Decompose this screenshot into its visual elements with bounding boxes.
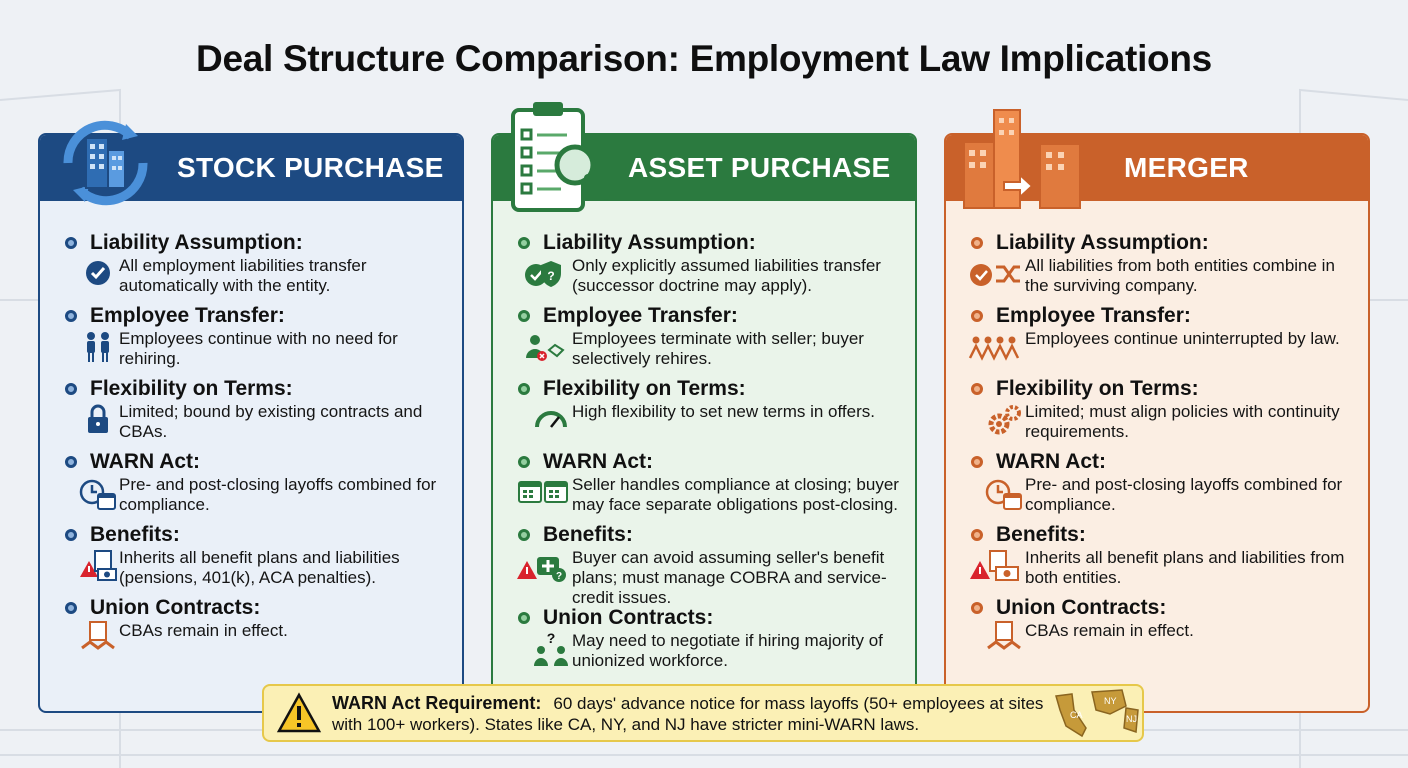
item-title: WARN Act: — [90, 450, 201, 473]
map-label-ny: NY — [1104, 696, 1117, 706]
bullet-icon — [971, 383, 983, 395]
item-desc: Employees terminate with seller; buyer s… — [572, 329, 864, 368]
bullet-icon — [65, 383, 77, 395]
svg-text:?: ? — [547, 269, 554, 283]
bullet-icon — [518, 456, 530, 468]
item-desc: CBAs remain in effect. — [1025, 621, 1194, 640]
map-label-ca: CA — [1070, 710, 1083, 720]
bullet-icon — [518, 612, 530, 624]
bullet-icon — [971, 456, 983, 468]
warn-requirement-banner: WARN Act Requirement: 60 days' advance no… — [262, 684, 1144, 742]
building-refresh-icon — [63, 120, 148, 206]
item-title: Employee Transfer: — [90, 304, 285, 327]
item-desc: All employment liabilities transfer auto… — [119, 256, 367, 295]
item-title: Liability Assumption: — [543, 231, 756, 254]
item-title: Flexibility on Terms: — [543, 377, 746, 400]
item-desc: Buyer can avoid assuming seller's benefi… — [572, 548, 887, 607]
warn-text: WARN Act Requirement: 60 days' advance no… — [332, 693, 1062, 735]
bullet-icon — [65, 602, 77, 614]
people-chain-icon — [968, 336, 1020, 361]
person-handshake-icon — [526, 335, 565, 361]
item-desc: All liabilities from both entities combi… — [1025, 256, 1335, 295]
panel-heading: MERGER — [1124, 152, 1249, 183]
warning-medkit-icon: ? — [517, 557, 566, 582]
buildings-merge-icon — [963, 109, 1081, 209]
people-icon — [87, 332, 109, 362]
item-title: Flexibility on Terms: — [90, 377, 293, 400]
item-title: WARN Act: — [543, 450, 654, 473]
item-title: WARN Act: — [996, 450, 1107, 473]
gears-icon — [988, 405, 1021, 435]
handshake-contract-icon — [987, 621, 1021, 650]
bullet-icon — [65, 529, 77, 541]
svg-text:?: ? — [556, 571, 562, 582]
item-desc: May need to negotiate if hiring majority… — [572, 631, 883, 670]
bullet-icon — [518, 310, 530, 322]
item-title: Employee Transfer: — [996, 304, 1191, 327]
svg-text:?: ? — [547, 630, 556, 646]
warning-document-icon — [80, 550, 117, 581]
clipboard-magnifier-icon — [511, 102, 610, 212]
warn-body: 60 days' advance notice for mass layoffs… — [332, 694, 1044, 734]
item-title: Benefits: — [996, 523, 1086, 546]
warning-triangle-icon — [276, 692, 322, 733]
check-circle-icon — [86, 261, 110, 285]
bullet-icon — [65, 237, 77, 249]
clock-calendar-icon — [79, 479, 116, 510]
lock-icon — [88, 404, 108, 433]
handshake-contract-icon — [81, 621, 115, 650]
item-title: Benefits: — [90, 523, 180, 546]
item-desc: Employees continue with no need for rehi… — [119, 329, 398, 368]
panel-heading: ASSET PURCHASE — [628, 152, 891, 183]
item-desc: Employees continue uninterrupted by law. — [1025, 329, 1340, 348]
bullet-icon — [971, 529, 983, 541]
item-title: Benefits: — [543, 523, 633, 546]
panel-merger: MERGER Liability Assumption: All liabili… — [944, 133, 1370, 713]
warn-label: WARN Act Requirement: — [332, 693, 542, 713]
state-map-icon: CA NY NJ — [1055, 689, 1139, 738]
item-desc: Pre- and post-closing layoffs combined f… — [1025, 475, 1343, 514]
item-title: Liability Assumption: — [90, 231, 303, 254]
item-title: Union Contracts: — [90, 596, 261, 619]
warning-document-icon — [970, 550, 1019, 581]
item-title: Flexibility on Terms: — [996, 377, 1199, 400]
item-desc: CBAs remain in effect. — [119, 621, 288, 640]
item-desc: High flexibility to set new terms in off… — [572, 402, 875, 421]
item-desc: Limited; bound by existing contracts and… — [119, 402, 423, 441]
item-desc: Pre- and post-closing layoffs combined f… — [119, 475, 437, 514]
panel-asset-purchase: ASSET PURCHASE Liability Assumption: ? O… — [491, 133, 917, 713]
item-desc: Inherits all benefit plans and liabiliti… — [119, 548, 400, 587]
gauge-icon — [535, 411, 567, 428]
bullet-icon — [65, 310, 77, 322]
bullet-icon — [971, 310, 983, 322]
bullet-icon — [65, 456, 77, 468]
people-question-icon: ? — [534, 630, 568, 666]
item-title: Employee Transfer: — [543, 304, 738, 327]
check-shuffle-icon — [970, 264, 1020, 286]
item-title: Union Contracts: — [996, 596, 1167, 619]
bullet-icon — [971, 602, 983, 614]
bullet-icon — [518, 529, 530, 541]
item-desc: Limited; must align policies with contin… — [1025, 402, 1340, 441]
bullet-icon — [971, 237, 983, 249]
calendars-icon — [518, 481, 568, 503]
bullet-icon — [518, 237, 530, 249]
clock-calendar-icon — [985, 479, 1022, 510]
item-desc: Only explicitly assumed liabilities tran… — [572, 256, 881, 295]
item-desc: Inherits all benefit plans and liabiliti… — [1025, 548, 1345, 587]
panel-stock-purchase: STOCK PURCHASE Liability Assumption: All… — [38, 133, 464, 713]
item-desc: Seller handles compliance at closing; bu… — [572, 475, 899, 514]
bullet-icon — [518, 383, 530, 395]
map-label-nj: NJ — [1126, 714, 1137, 724]
page-title: Deal Structure Comparison: Employment La… — [196, 38, 1212, 79]
item-title: Liability Assumption: — [996, 231, 1209, 254]
check-shield-icon: ? — [525, 261, 561, 287]
panel-heading: STOCK PURCHASE — [177, 152, 444, 183]
item-title: Union Contracts: — [543, 606, 714, 629]
